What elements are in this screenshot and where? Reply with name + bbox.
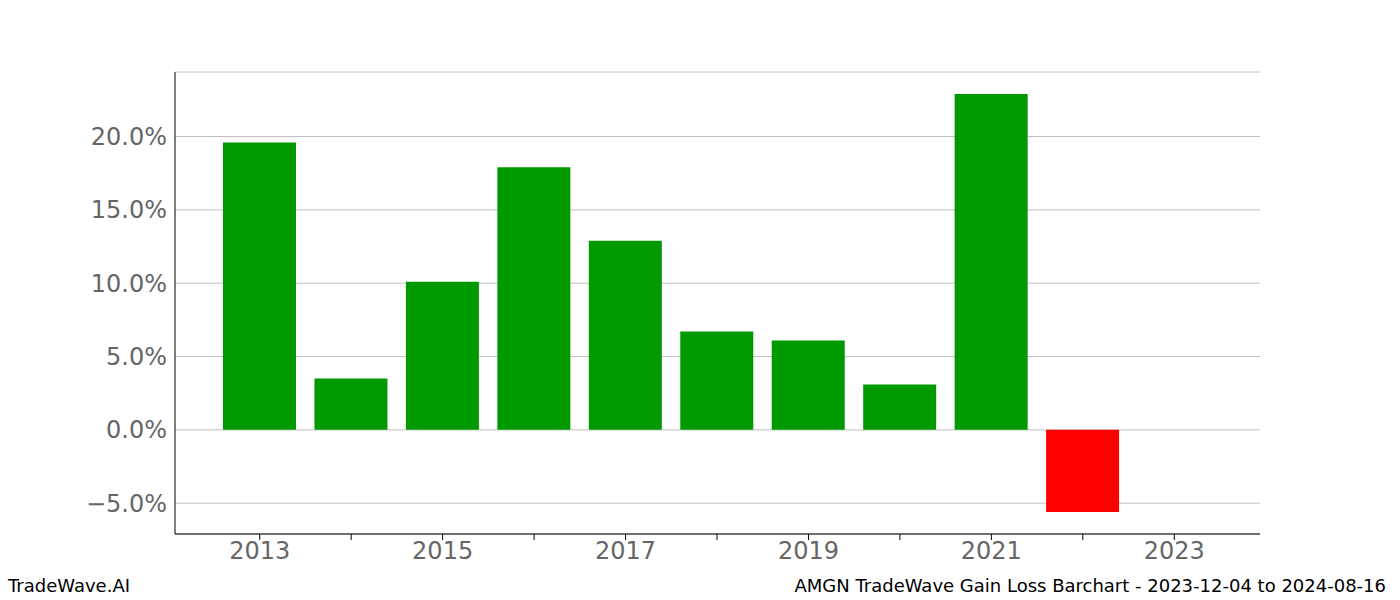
svg-text:2015: 2015 [412, 537, 473, 565]
svg-text:15.0%: 15.0% [91, 196, 167, 224]
svg-text:2021: 2021 [961, 537, 1022, 565]
svg-text:2013: 2013 [229, 537, 290, 565]
svg-text:0.0%: 0.0% [106, 416, 167, 444]
svg-text:−5.0%: −5.0% [86, 490, 167, 518]
html-text:AMGN TradeWave Gain Loss Barch: AMGN TradeWave Gain Loss Barchart - 2023… [794, 575, 1386, 596]
svg-text:20.0%: 20.0% [91, 123, 167, 151]
svg-text:10.0%: 10.0% [91, 270, 167, 298]
svg-text:2017: 2017 [595, 537, 656, 565]
html-text:TradeWave.AI: TradeWave.AI [8, 575, 130, 596]
svg-text:2019: 2019 [778, 537, 839, 565]
svg-text:5.0%: 5.0% [106, 343, 167, 371]
svg-text:2023: 2023 [1144, 537, 1205, 565]
